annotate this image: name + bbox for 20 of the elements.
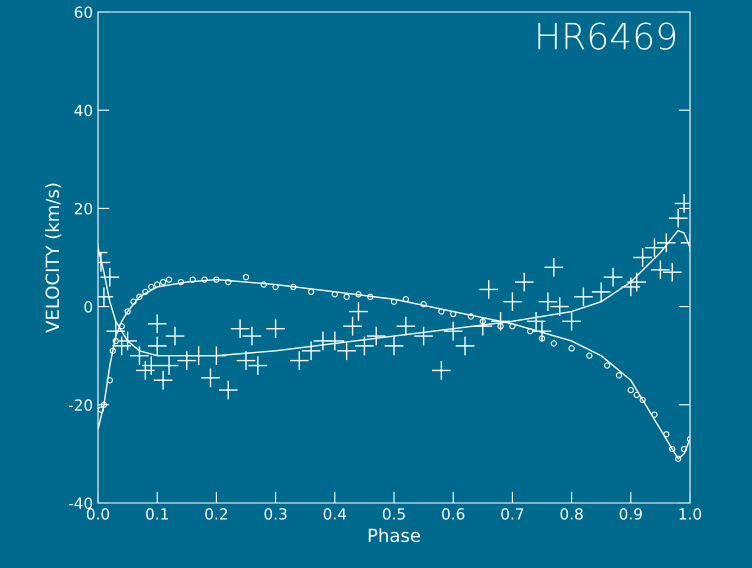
y-axis-title: VELOCITY (km/s) — [45, 184, 62, 333]
y-tick-label: 40 — [74, 104, 92, 116]
x-tick-label: 0.7 — [501, 508, 524, 520]
x-tick-label: 0.5 — [382, 508, 405, 520]
x-tick-label: 0.4 — [324, 508, 346, 520]
annotation: HR6469 — [538, 22, 676, 50]
x-tick-label: 0.9 — [620, 508, 642, 520]
x-tick-label: 1.0 — [680, 508, 702, 520]
y-tick-label: 60 — [74, 6, 92, 18]
y-tick-label: 0 — [84, 301, 92, 313]
x-axis-title: Phase — [368, 528, 420, 542]
x-tick-label: 0.2 — [205, 508, 228, 520]
y-tick-label: 20 — [74, 202, 92, 214]
x-tick-label: 0.1 — [146, 508, 168, 520]
x-tick-label: 0.6 — [442, 508, 464, 520]
x-tick-label: 0.8 — [560, 508, 583, 520]
y-tick-label: -20 — [68, 399, 92, 411]
x-tick-label: 0.0 — [86, 508, 110, 520]
x-tick-label: 0.3 — [264, 508, 287, 520]
y-tick-label: -40 — [68, 497, 92, 510]
